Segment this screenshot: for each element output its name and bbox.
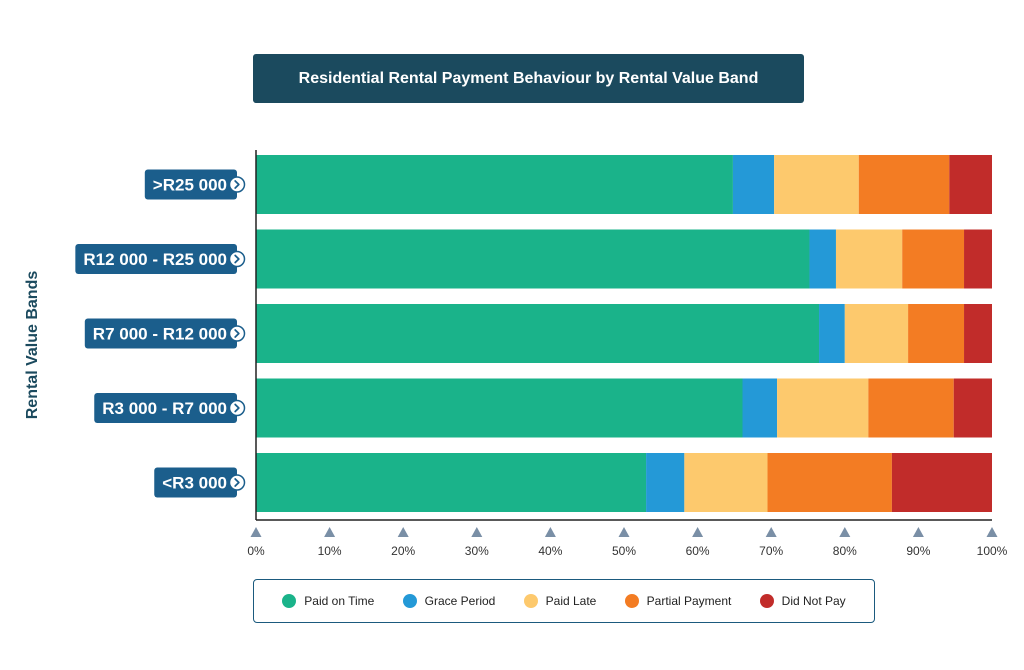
legend-swatch: [523, 594, 538, 608]
category-label: R12 000 - R25 000: [83, 250, 227, 269]
bar-segment-paid-late: [835, 229, 903, 289]
chevron-right-icon: [234, 478, 240, 487]
chevron-circle-icon: [228, 474, 246, 491]
tick-marker-icon: [839, 527, 851, 537]
bar-segment-grace-period: [732, 155, 775, 214]
bar-segment-partial-payment: [908, 304, 965, 363]
legend-item: Did Not Pay: [759, 594, 846, 608]
legend-swatch: [624, 594, 639, 608]
category-label-box: [84, 318, 237, 349]
tick-marker-icon: [765, 527, 777, 537]
legend-label: Did Not Pay: [781, 594, 846, 608]
bar-segment-did-not-pay: [964, 304, 992, 363]
tick-marker-icon: [912, 527, 924, 537]
tick-marker-icon: [544, 527, 556, 537]
legend-label: Paid Late: [545, 594, 597, 608]
bar-segment-partial-payment: [858, 155, 950, 214]
tick-marker-icon: [471, 527, 483, 537]
bar-segment-paid-late: [777, 378, 869, 438]
chevron-circle-icon: [228, 176, 246, 193]
x-tick-label: 80%: [833, 544, 857, 558]
legend-label: Grace Period: [424, 594, 496, 608]
x-tick-label: 90%: [906, 544, 930, 558]
chevron-circle-icon: [228, 250, 246, 268]
chevron-right-icon: [234, 329, 240, 338]
bar-segment-grace-period: [809, 229, 836, 289]
tick-marker-icon: [250, 527, 262, 537]
tick-marker-icon: [986, 527, 998, 537]
tick-marker-icon: [397, 527, 409, 537]
x-tick-label: 20%: [391, 544, 415, 558]
category-label: >R25 000: [153, 176, 227, 195]
chevron-right-icon: [234, 403, 240, 413]
legend-item: Partial Payment: [624, 594, 732, 608]
legend-label: Partial Payment: [646, 594, 732, 608]
category-label-box: [94, 393, 237, 423]
bar-segment-paid-on-time: [256, 229, 810, 289]
legend-swatch: [402, 594, 417, 608]
bar-segment-paid-on-time: [256, 304, 820, 363]
legend-item: Paid Late: [523, 594, 597, 608]
bar-segment-partial-payment: [767, 453, 892, 512]
category-label: <R3 000: [162, 474, 227, 493]
category-label-box: [144, 169, 237, 200]
x-tick-label: 60%: [686, 544, 710, 558]
bar-segment-paid-on-time: [256, 155, 733, 214]
chevron-right-icon: [234, 180, 240, 189]
x-tick-label: 50%: [612, 544, 636, 558]
legend-swatch: [759, 594, 774, 608]
category-label: R3 000 - R7 000: [102, 399, 227, 418]
legend-swatch: [282, 594, 297, 608]
bar-segment-paid-on-time: [256, 378, 743, 438]
chevron-circle-icon: [228, 399, 246, 417]
x-tick-label: 40%: [538, 544, 562, 558]
tick-marker-icon: [618, 527, 630, 537]
category-label-box: [154, 467, 237, 498]
x-tick-label: 30%: [465, 544, 489, 558]
x-tick-label: 70%: [759, 544, 783, 558]
x-tick-label: 10%: [318, 544, 342, 558]
bar-segment-paid-late: [774, 155, 859, 214]
legend-item: Grace Period: [402, 594, 496, 608]
chevron-circle-icon: [228, 325, 246, 342]
chart-title: Residential Rental Payment Behaviour by …: [253, 54, 804, 103]
legend: Paid on Time Grace Period Paid Late Partial…: [253, 579, 875, 623]
tick-marker-icon: [692, 527, 704, 537]
bar-segment-grace-period: [646, 453, 685, 512]
bar-segment-partial-payment: [868, 378, 954, 438]
x-tick-label: 0%: [247, 544, 265, 558]
tick-marker-icon: [324, 527, 336, 537]
legend-item: Paid on Time: [282, 594, 374, 608]
bar-segment-did-not-pay: [953, 378, 992, 438]
bar-segment-did-not-pay: [949, 155, 992, 214]
bar-segment-paid-on-time: [256, 453, 647, 512]
bar-segment-paid-late: [844, 304, 909, 363]
legend-label: Paid on Time: [304, 594, 375, 608]
bar-segment-did-not-pay: [964, 229, 992, 289]
bar-segment-paid-late: [684, 453, 768, 512]
chevron-right-icon: [234, 254, 240, 264]
bar-segment-grace-period: [742, 378, 778, 438]
category-label-box: [75, 244, 237, 274]
x-tick-label: 100%: [977, 544, 1008, 558]
bar-segment-grace-period: [819, 304, 845, 363]
category-label: R7 000 - R12 000: [93, 325, 227, 344]
bar-segment-did-not-pay: [891, 453, 992, 512]
bar-segment-partial-payment: [902, 229, 965, 289]
